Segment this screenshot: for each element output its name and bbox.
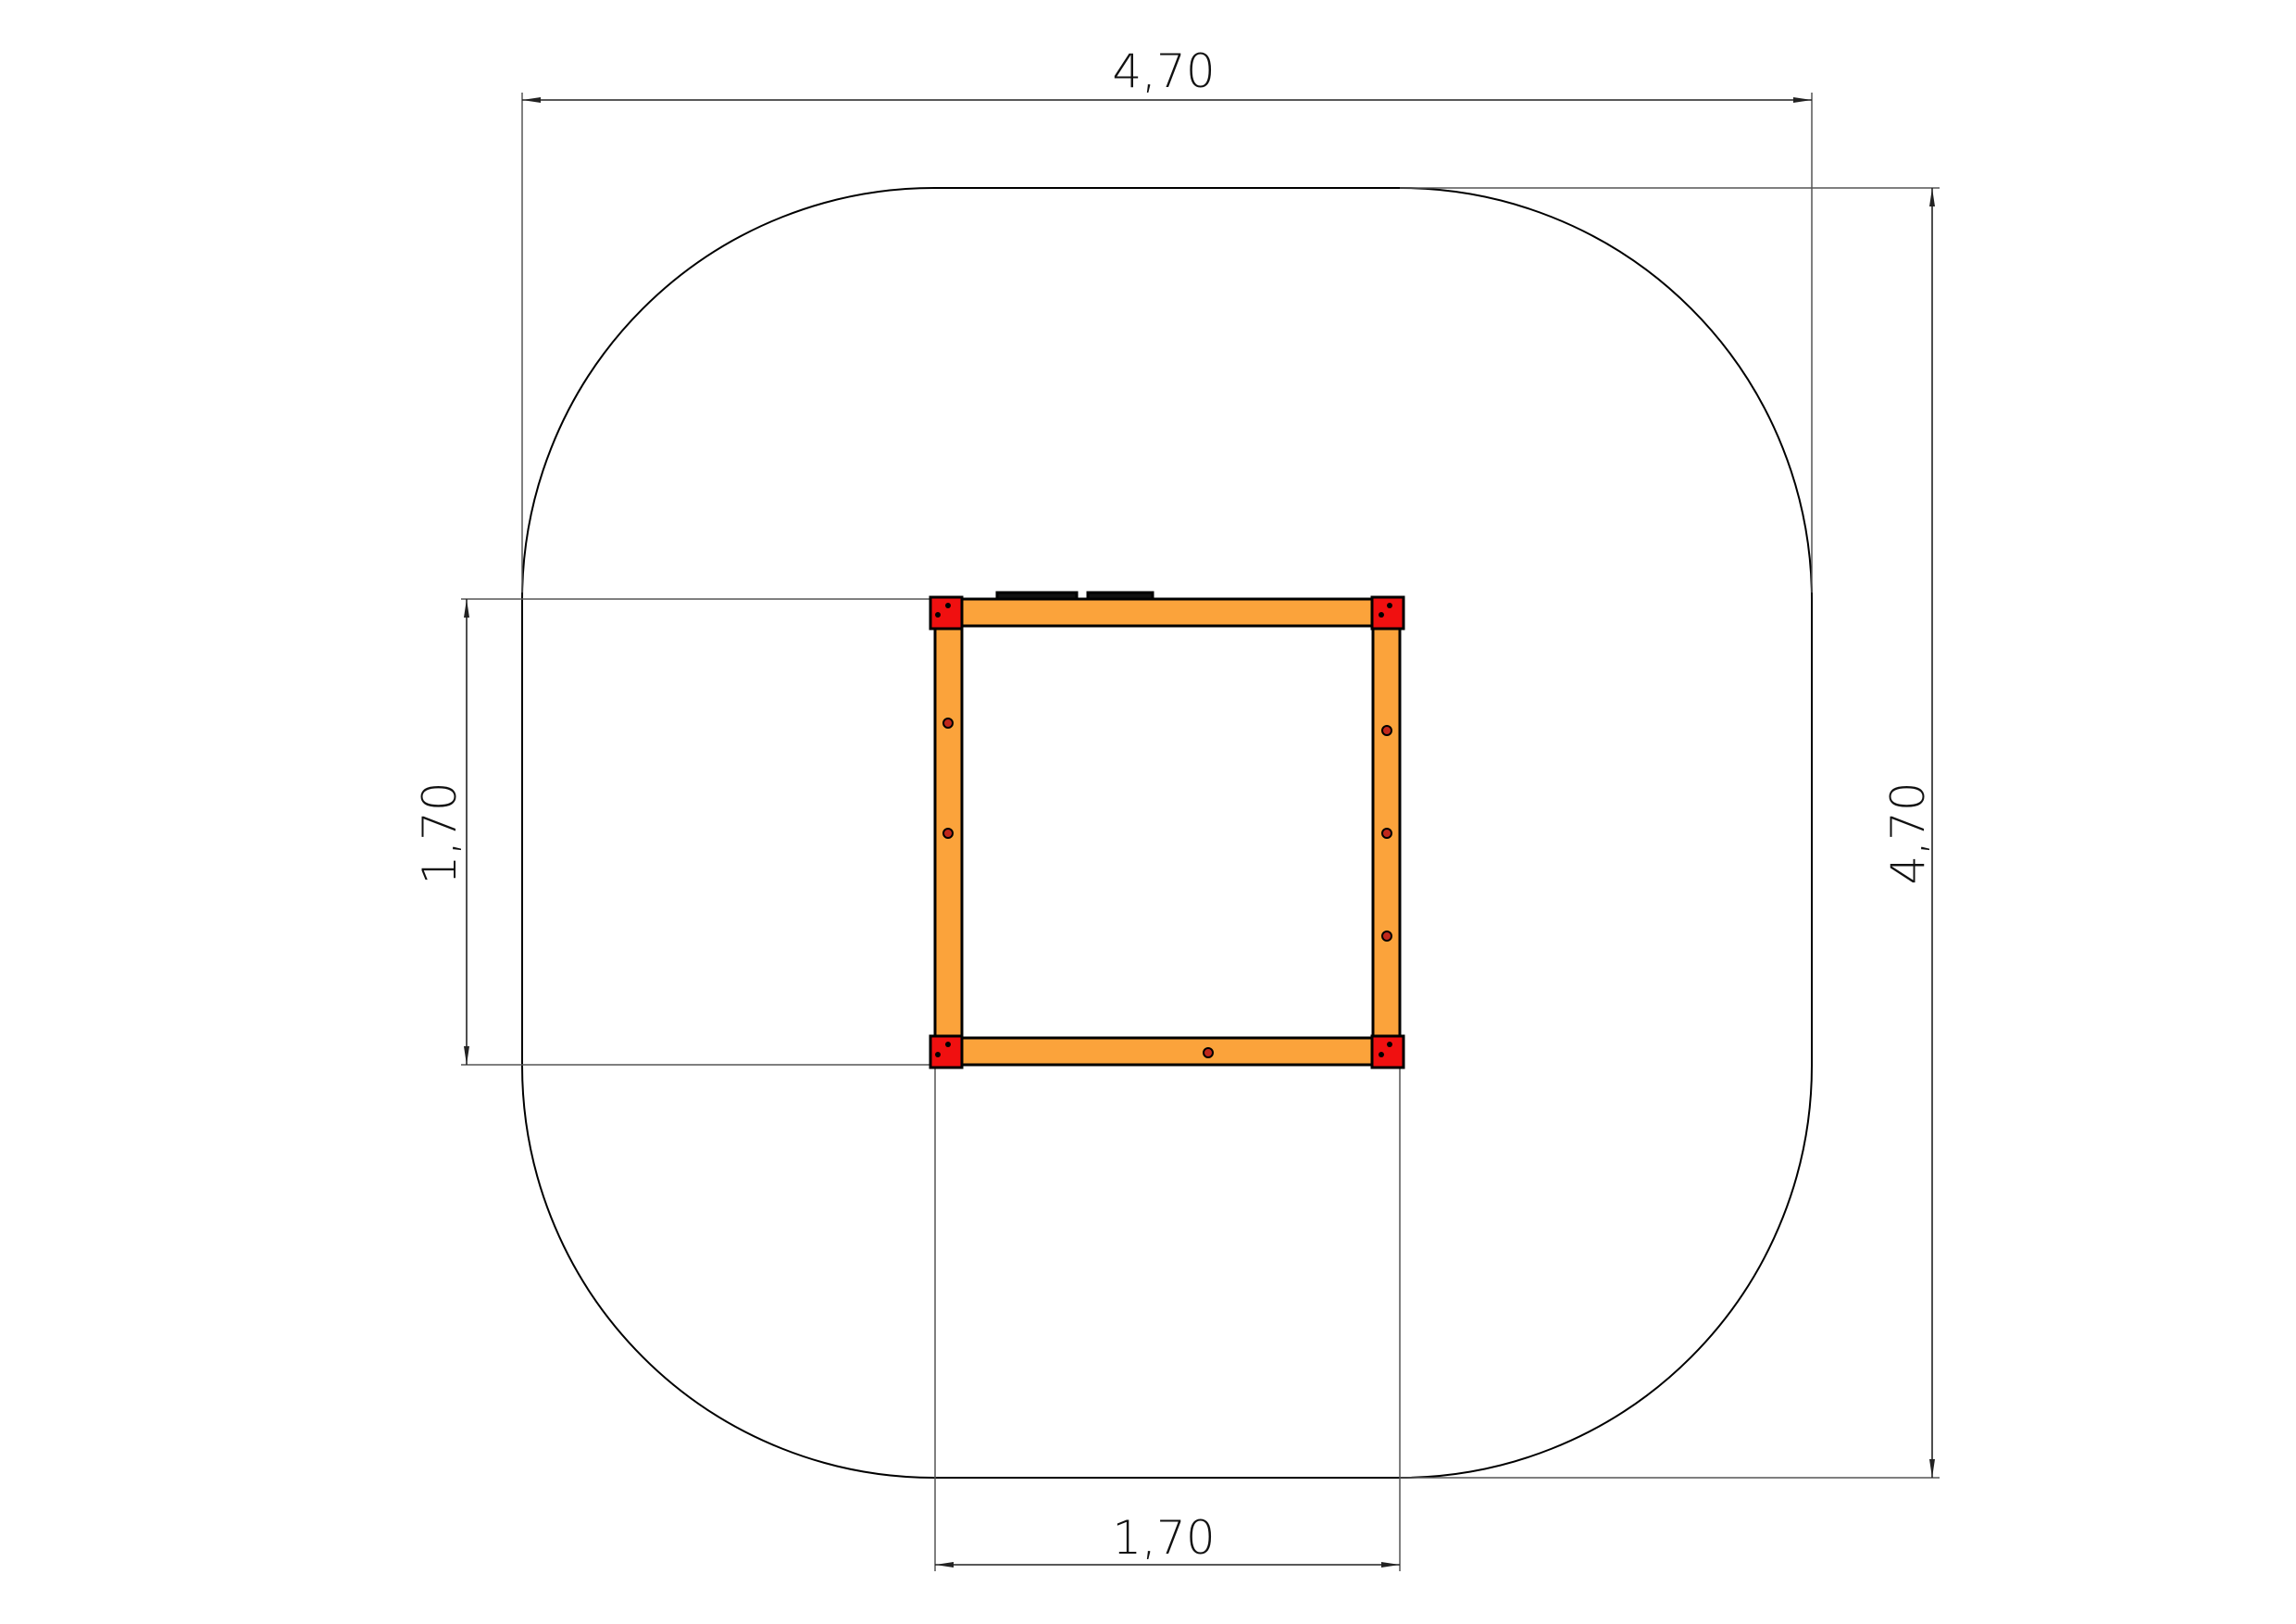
dimension-frame-width: 1,70 xyxy=(1112,1511,1215,1565)
corner-block-tl xyxy=(929,595,964,631)
corner-block-tr xyxy=(1370,595,1405,631)
bolts xyxy=(942,718,1392,1058)
corner-block-bl xyxy=(929,1034,964,1069)
safety-zone-outline xyxy=(521,187,1813,1479)
beam-bottom xyxy=(933,1036,1402,1067)
dimension-overall-depth: 4,70 xyxy=(1881,781,1935,884)
dimension-overall-width: 4,70 xyxy=(1112,44,1215,98)
corner-dots xyxy=(935,603,1392,1057)
extension-lines xyxy=(461,93,1940,1571)
beam-top xyxy=(933,597,1402,628)
dimension-frame-depth: 1,70 xyxy=(413,781,467,884)
frame xyxy=(929,591,1405,1069)
corner-block-br xyxy=(1370,1034,1405,1069)
